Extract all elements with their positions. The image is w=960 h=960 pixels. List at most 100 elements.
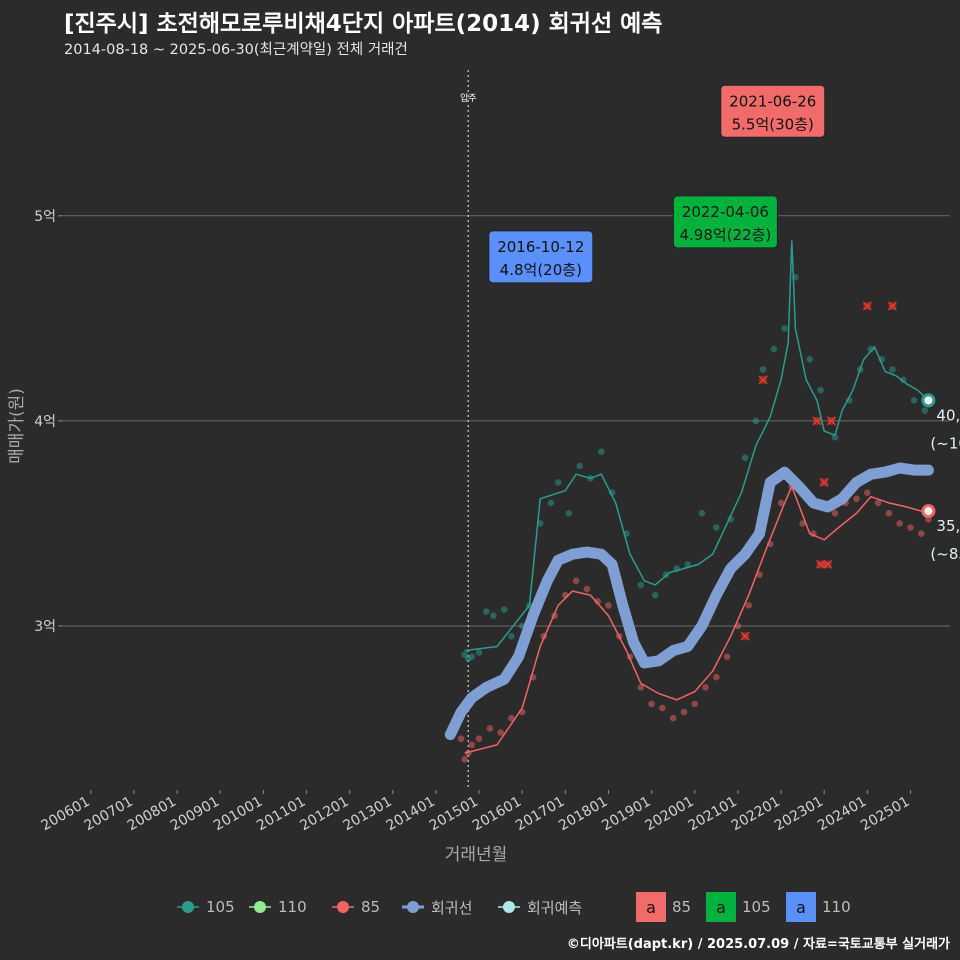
cancelled-x bbox=[823, 559, 833, 569]
callout-price: 4.98억(22층) bbox=[679, 226, 771, 244]
legend-label: 105 bbox=[742, 898, 771, 916]
callout-date: 2022-04-06 bbox=[682, 203, 769, 221]
scatter-point-85 bbox=[648, 700, 655, 708]
scatter-point-105 bbox=[597, 448, 605, 455]
x-tick-label: 201501 bbox=[427, 794, 481, 835]
scatter-point-85 bbox=[896, 520, 903, 527]
x-tick-label: 201301 bbox=[340, 794, 394, 835]
x-tick-label: 201901 bbox=[599, 794, 653, 835]
prediction-value-85: 35,647 bbox=[936, 517, 960, 535]
x-tick-label: 201801 bbox=[556, 794, 610, 835]
x-tick-label: 202001 bbox=[642, 794, 696, 835]
scatter-point-105 bbox=[508, 632, 515, 640]
legend-swatch bbox=[177, 901, 199, 913]
scatter-point-85 bbox=[831, 509, 839, 517]
legend-item-regression: 회귀선 bbox=[401, 893, 472, 921]
callout-105: 2022-04-06 4.98억(22층) bbox=[672, 195, 778, 249]
scatter-point-85 bbox=[669, 714, 677, 722]
scatter-point-105 bbox=[770, 345, 778, 353]
scatter-point-85 bbox=[572, 577, 580, 585]
scatter-point-85 bbox=[486, 725, 494, 732]
chart-title: [진주시] 초전해모로루비채4단지 아파트(2014) 회귀선 예측 bbox=[64, 11, 663, 37]
scatter-point-105 bbox=[752, 417, 760, 425]
legend-label-box-85: a 85 bbox=[636, 892, 691, 922]
legend-item-prediction: 회귀예측 bbox=[497, 893, 582, 921]
scatter-point-85 bbox=[497, 729, 504, 736]
prediction-point-105 bbox=[921, 393, 936, 408]
scatter-point-105 bbox=[806, 356, 814, 363]
scatter-point-105 bbox=[576, 462, 584, 470]
scatter-point-105 bbox=[831, 433, 839, 441]
legend-label: 110 bbox=[822, 898, 851, 916]
cancelled-x bbox=[812, 416, 822, 426]
legend-swatch bbox=[332, 901, 354, 913]
legend-swatch bbox=[498, 901, 520, 913]
scatter-point-85 bbox=[659, 704, 666, 712]
x-tick-label: 200801 bbox=[125, 794, 179, 835]
scatter-point-85 bbox=[583, 585, 591, 593]
chart-legend: 105 110 85 회귀선 회귀예측 a 85 a 105 a 110 bbox=[0, 892, 960, 922]
callout-box bbox=[720, 84, 826, 138]
scatter-point-105 bbox=[921, 407, 929, 414]
legend-item-s85: 85 bbox=[331, 893, 380, 921]
scatter-point-105 bbox=[698, 509, 706, 517]
x-tick-label: 201401 bbox=[384, 794, 438, 835]
chart-plot: 3억 4억 5억 2006012007012008012009012010012011… bbox=[7, 70, 960, 865]
scatter-point-105 bbox=[684, 561, 691, 568]
scatter-point-85 bbox=[594, 598, 601, 605]
callout-110: 2016-10-12 4.8억(20층) bbox=[488, 230, 594, 284]
x-tick-label: 201101 bbox=[254, 794, 308, 835]
x-tick-label: 201001 bbox=[211, 794, 265, 835]
callout-box bbox=[672, 195, 778, 249]
x-tick-label: 200901 bbox=[168, 794, 222, 835]
trend-line-85 bbox=[464, 484, 929, 754]
y-axis-title: 매매가(원) bbox=[7, 388, 27, 464]
scatter-point-85 bbox=[461, 755, 468, 763]
x-tick-label: 202301 bbox=[772, 794, 826, 835]
callout-date: 2016-10-12 bbox=[497, 238, 584, 256]
chart-subtitle: 2014-08-18 ~ 2025-06-30(최근계약일) 전체 거래건 bbox=[64, 42, 408, 58]
scatter-point-85 bbox=[680, 708, 688, 716]
scatter-point-85 bbox=[853, 495, 860, 503]
prediction-area-85: (~85㎡) bbox=[930, 545, 960, 563]
scatter-point-85 bbox=[475, 735, 483, 743]
x-axis-title: 거래년월 bbox=[445, 845, 508, 865]
cancelled-x bbox=[826, 416, 836, 426]
scatter-point-105 bbox=[565, 509, 573, 517]
x-tick-label: 202201 bbox=[729, 794, 783, 835]
trend-line-105 bbox=[464, 240, 929, 652]
scatter-point-105 bbox=[759, 366, 767, 373]
scatter-point-85 bbox=[864, 489, 871, 496]
scatter-point-105 bbox=[713, 524, 720, 531]
cancelled-x bbox=[819, 477, 829, 487]
scatter-point-105 bbox=[781, 325, 788, 332]
x-tick-label: 202401 bbox=[815, 794, 869, 835]
callout-price: 4.8억(20층) bbox=[500, 261, 582, 279]
scatter-point-105 bbox=[475, 649, 483, 656]
legend-box-swatch: a bbox=[786, 892, 816, 922]
scatter-point-85 bbox=[605, 602, 612, 609]
scatter-point-105 bbox=[547, 499, 555, 507]
scatter-point-85 bbox=[723, 653, 731, 661]
scatter-point-85 bbox=[885, 509, 893, 517]
scatter-point-85 bbox=[508, 714, 515, 722]
scatter-point-105 bbox=[741, 454, 749, 462]
scatter-point-85 bbox=[917, 530, 925, 537]
scatter-point-85 bbox=[745, 602, 752, 609]
legend-item-s110: 110 bbox=[248, 893, 307, 921]
legend-label: 85 bbox=[361, 898, 381, 916]
scatter-point-105 bbox=[889, 366, 896, 373]
x-tick-label: 202501 bbox=[858, 794, 912, 835]
cancelled-x bbox=[862, 301, 872, 311]
legend-label: 105 bbox=[206, 898, 235, 916]
x-tick-label: 200601 bbox=[38, 794, 92, 835]
scatter-point-85 bbox=[713, 673, 720, 681]
scatter-point-85 bbox=[468, 741, 476, 749]
scatter-point-85 bbox=[457, 735, 465, 743]
legend-label: 회귀예측 bbox=[527, 898, 583, 917]
scatter-point-105 bbox=[637, 581, 645, 589]
scatter-point-105 bbox=[482, 608, 490, 615]
regression-line bbox=[444, 462, 934, 741]
cancelled-x bbox=[816, 559, 826, 569]
legend-label-box-105: a 105 bbox=[706, 892, 771, 922]
